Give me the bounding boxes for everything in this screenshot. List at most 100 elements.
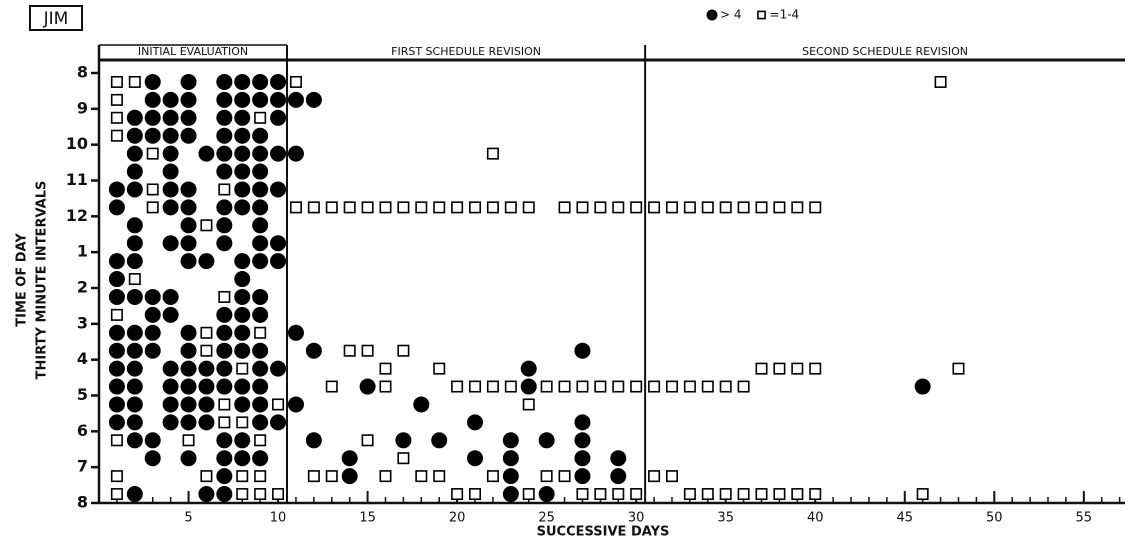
data-point bbox=[252, 235, 269, 252]
data-point bbox=[198, 145, 215, 162]
data-point bbox=[126, 145, 143, 162]
data-point bbox=[180, 378, 197, 395]
data-point bbox=[325, 201, 338, 214]
data-point bbox=[180, 396, 197, 413]
data-point bbox=[630, 201, 643, 214]
data-point bbox=[433, 201, 446, 214]
data-point bbox=[180, 127, 197, 144]
x-tick-label: 55 bbox=[1076, 511, 1093, 526]
data-point bbox=[254, 470, 267, 483]
data-point bbox=[325, 380, 338, 393]
data-point bbox=[180, 360, 197, 377]
data-point bbox=[610, 450, 627, 467]
data-point bbox=[270, 145, 287, 162]
data-point bbox=[270, 73, 287, 90]
data-point bbox=[126, 127, 143, 144]
data-point bbox=[395, 432, 412, 449]
data-point bbox=[287, 324, 304, 341]
phase-label: FIRST SCHEDULE REVISION bbox=[391, 45, 541, 58]
data-point bbox=[576, 201, 589, 214]
data-point bbox=[162, 181, 179, 198]
data-point bbox=[126, 109, 143, 126]
data-point bbox=[198, 360, 215, 377]
data-point bbox=[144, 450, 161, 467]
data-point bbox=[683, 201, 696, 214]
data-point bbox=[252, 127, 269, 144]
data-point bbox=[216, 217, 233, 234]
y-tick-label: 9 bbox=[77, 98, 88, 117]
data-point bbox=[234, 181, 251, 198]
data-point bbox=[234, 145, 251, 162]
data-point bbox=[162, 396, 179, 413]
data-point bbox=[272, 488, 285, 501]
data-point bbox=[648, 380, 661, 393]
y-tick-label: 4 bbox=[77, 349, 88, 368]
data-point bbox=[773, 362, 786, 375]
data-point bbox=[397, 201, 410, 214]
data-point bbox=[612, 201, 625, 214]
data-point bbox=[612, 488, 625, 501]
data-point bbox=[683, 488, 696, 501]
data-point bbox=[254, 434, 267, 447]
data-point bbox=[683, 380, 696, 393]
data-point bbox=[180, 450, 197, 467]
data-point bbox=[144, 73, 161, 90]
data-point bbox=[216, 450, 233, 467]
data-point bbox=[108, 414, 125, 431]
data-point bbox=[108, 396, 125, 413]
data-point bbox=[791, 488, 804, 501]
data-point bbox=[469, 201, 482, 214]
y-tick-label: 8 bbox=[77, 493, 88, 512]
data-point bbox=[216, 73, 233, 90]
data-point bbox=[162, 235, 179, 252]
data-point bbox=[612, 380, 625, 393]
data-point bbox=[755, 488, 768, 501]
data-point bbox=[216, 235, 233, 252]
data-point bbox=[252, 73, 269, 90]
data-point bbox=[467, 414, 484, 431]
data-point bbox=[305, 91, 322, 108]
data-point bbox=[791, 362, 804, 375]
data-point bbox=[594, 201, 607, 214]
data-point bbox=[180, 342, 197, 359]
data-point bbox=[451, 201, 464, 214]
data-point bbox=[433, 362, 446, 375]
data-point bbox=[234, 450, 251, 467]
data-point bbox=[126, 378, 143, 395]
data-point bbox=[234, 199, 251, 216]
data-point bbox=[198, 378, 215, 395]
data-point bbox=[162, 199, 179, 216]
data-point bbox=[216, 127, 233, 144]
data-point bbox=[180, 109, 197, 126]
data-point bbox=[701, 201, 714, 214]
data-point bbox=[252, 199, 269, 216]
data-point bbox=[234, 378, 251, 395]
data-point bbox=[574, 342, 591, 359]
phase-label: SECOND SCHEDULE REVISION bbox=[802, 45, 968, 58]
data-point bbox=[379, 362, 392, 375]
data-point bbox=[379, 201, 392, 214]
data-point bbox=[180, 235, 197, 252]
data-point bbox=[252, 145, 269, 162]
data-point bbox=[216, 486, 233, 503]
data-point bbox=[162, 109, 179, 126]
data-point bbox=[361, 434, 374, 447]
data-point bbox=[469, 380, 482, 393]
data-point bbox=[287, 91, 304, 108]
data-point bbox=[144, 91, 161, 108]
data-point bbox=[522, 201, 535, 214]
data-point bbox=[341, 450, 358, 467]
data-point bbox=[252, 306, 269, 323]
data-point bbox=[234, 163, 251, 180]
data-point bbox=[216, 432, 233, 449]
data-point bbox=[126, 163, 143, 180]
y-axis-title: TIME OF DAY bbox=[15, 233, 30, 327]
data-point bbox=[397, 452, 410, 465]
y-tick-label: 2 bbox=[77, 278, 88, 297]
data-point bbox=[216, 378, 233, 395]
data-point bbox=[451, 380, 464, 393]
y-tick-label: 10 bbox=[66, 134, 88, 153]
data-point bbox=[574, 450, 591, 467]
data-point bbox=[216, 163, 233, 180]
legend-label: =1-4 bbox=[770, 8, 800, 22]
